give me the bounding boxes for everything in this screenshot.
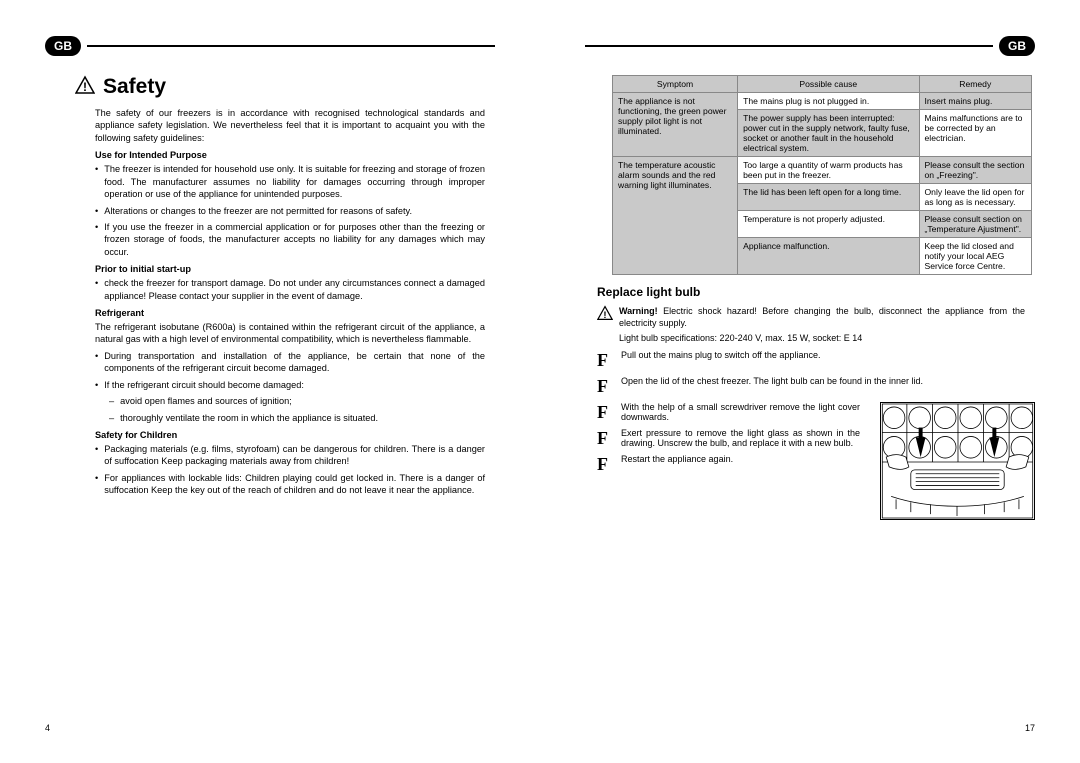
page-number: 4 (45, 723, 50, 733)
remedy-cell: Only leave the lid open for as long as i… (919, 184, 1032, 211)
step-row: F With the help of a small screwdriver re… (597, 402, 860, 423)
intro-text: The safety of our freezers is in accorda… (95, 107, 485, 144)
spec-text: Light bulb specifications: 220-240 V, ma… (619, 332, 1025, 344)
section-heading: Safety for Children (95, 430, 495, 440)
bullet-item: •If you use the freezer in a commercial … (95, 221, 485, 258)
dash-item: –avoid open flames and sources of igniti… (109, 395, 485, 407)
cause-cell: The lid has been left open for a long ti… (738, 184, 919, 211)
step-text: Restart the appliance again. (621, 454, 860, 475)
cause-cell: The mains plug is not plugged in. (738, 93, 919, 110)
header-rule (585, 45, 993, 47)
symptom-cell: The appliance is not functioning, the gr… (613, 93, 738, 157)
warning-row: ! Warning! Electric shock hazard! Before… (597, 305, 1025, 329)
bullet-item: •If the refrigerant circuit should becom… (95, 379, 485, 391)
bullet-item: •The freezer is intended for household u… (95, 163, 485, 200)
section-text: The refrigerant isobutane (R600a) is con… (95, 321, 485, 346)
safety-heading: ! Safety (75, 75, 495, 99)
header-right: GB (585, 35, 1035, 57)
cause-cell: Temperature is not properly adjusted. (738, 211, 919, 238)
table-header: Symptom (613, 76, 738, 93)
warning-icon: ! (75, 75, 95, 99)
header-rule (87, 45, 495, 47)
table-header: Remedy (919, 76, 1032, 93)
troubleshoot-table: SymptomPossible causeRemedy The applianc… (612, 75, 1032, 275)
symptom-cell: The temperature acoustic alarm sounds an… (613, 157, 738, 275)
remedy-cell: Please consult section on „Temperature A… (919, 211, 1032, 238)
step-marker: F (597, 350, 611, 371)
replace-bulb-heading: Replace light bulb (597, 285, 1035, 299)
warning-text: Warning! Electric shock hazard! Before c… (619, 305, 1025, 329)
bullet-item: •Alterations or changes to the freezer a… (95, 205, 485, 217)
svg-text:!: ! (83, 80, 87, 94)
cause-cell: Appliance malfunction. (738, 238, 919, 275)
bulb-illustration (880, 402, 1035, 520)
remedy-cell: Mains malfunctions are to be corrected b… (919, 110, 1032, 157)
step-marker: F (597, 428, 611, 449)
step-marker: F (597, 402, 611, 423)
step-marker: F (597, 376, 611, 397)
step-row: F Pull out the mains plug to switch off t… (597, 350, 1025, 371)
section-heading: Use for Intended Purpose (95, 150, 495, 160)
table-header: Possible cause (738, 76, 919, 93)
step-row: F Open the lid of the chest freezer. The … (597, 376, 1025, 397)
cause-cell: Too large a quantity of warm products ha… (738, 157, 919, 184)
bullet-item: •check the freezer for transport damage.… (95, 277, 485, 302)
cause-cell: The power supply has been interrupted: p… (738, 110, 919, 157)
step-marker: F (597, 454, 611, 475)
step-text: Pull out the mains plug to switch off th… (621, 350, 1025, 371)
section-heading: Refrigerant (95, 308, 495, 318)
table-row: The appliance is not functioning, the gr… (613, 93, 1032, 110)
gb-badge: GB (45, 36, 81, 56)
step-text: Exert pressure to remove the light glass… (621, 428, 860, 449)
step-text: Open the lid of the chest freezer. The l… (621, 376, 1025, 397)
step-row: F Exert pressure to remove the light glas… (597, 428, 860, 449)
remedy-cell: Insert mains plug. (919, 93, 1032, 110)
table-row: The temperature acoustic alarm sounds an… (613, 157, 1032, 184)
remedy-cell: Please consult the section on „Freezing"… (919, 157, 1032, 184)
svg-text:!: ! (603, 310, 606, 321)
page-title: Safety (103, 75, 166, 99)
warning-icon: ! (597, 305, 613, 329)
gb-badge: GB (999, 36, 1035, 56)
dash-item: –thoroughly ventilate the room in which … (109, 412, 485, 424)
bullet-item: •For appliances with lockable lids: Chil… (95, 472, 485, 497)
step-row: F Restart the appliance again. (597, 454, 860, 475)
page-number: 17 (1025, 723, 1035, 733)
remedy-cell: Keep the lid closed and notify your loca… (919, 238, 1032, 275)
bullet-item: •Packaging materials (e.g. films, styrof… (95, 443, 485, 468)
section-heading: Prior to initial start-up (95, 264, 495, 274)
bullet-item: •During transportation and installation … (95, 350, 485, 375)
header-left: GB (45, 35, 495, 57)
step-text: With the help of a small screwdriver rem… (621, 402, 860, 423)
